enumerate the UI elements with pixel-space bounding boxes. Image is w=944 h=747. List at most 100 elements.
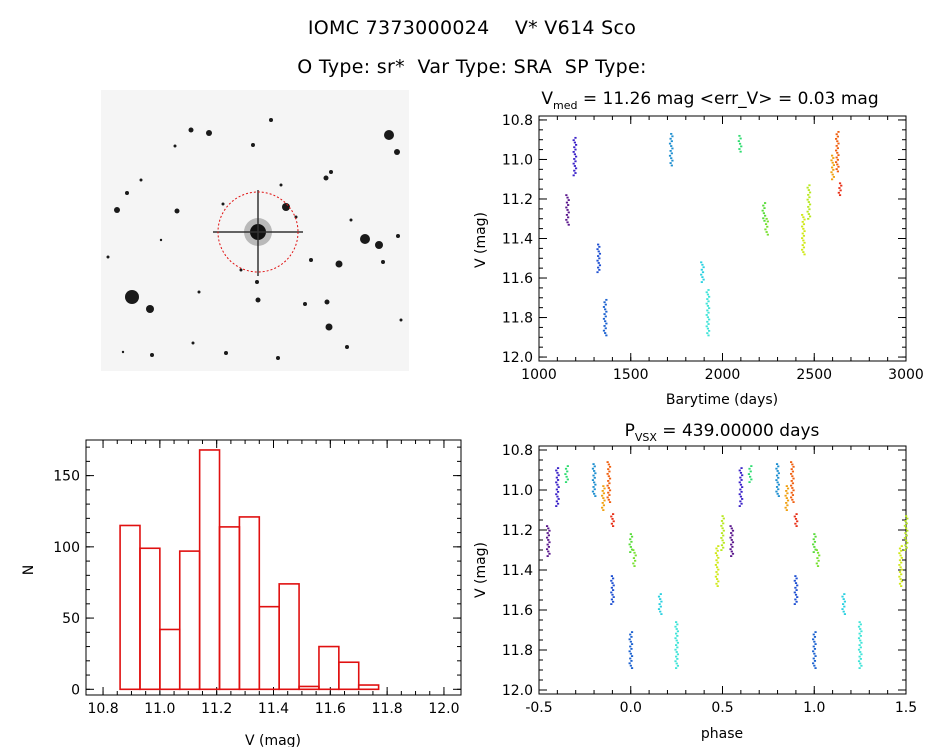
light-curve-point <box>567 204 570 206</box>
phase-curve-point <box>795 577 798 580</box>
phase-curve-point <box>547 550 550 553</box>
phase-curve-point <box>859 658 862 660</box>
phase-curve-point <box>555 481 558 484</box>
histogram-bar <box>258 605 280 691</box>
light-curve-ylabel: V (mag) <box>473 212 489 268</box>
phase-curve-point <box>738 481 741 484</box>
phase-curve-point <box>557 498 560 500</box>
light-curve-point <box>574 155 578 158</box>
phase-curve-point <box>630 540 633 543</box>
light-curve-point <box>574 143 578 146</box>
sky-star-21 <box>255 280 259 284</box>
phase-curve-point <box>720 532 724 534</box>
light-curve-point <box>701 271 705 274</box>
histogram-frame <box>85 439 462 696</box>
light-curve-point <box>766 233 769 236</box>
phase-curve-point <box>602 485 605 487</box>
histogram-ytick-label: 100 <box>53 540 80 556</box>
phase-curve-point <box>716 561 719 564</box>
phase-curve-point <box>630 643 634 645</box>
phase-curve-point <box>741 474 744 477</box>
phase-curve-xtick-label: 0.0 <box>620 700 642 716</box>
phase-curve-point <box>786 492 789 495</box>
phase-curve-point <box>906 529 909 532</box>
phase-curve-point <box>548 529 551 532</box>
light-curve-point <box>740 145 743 148</box>
phase-curve-point <box>792 465 795 468</box>
phase-curve-point <box>545 536 549 539</box>
phase-curve-xlabel: phase <box>701 726 743 742</box>
phase-curve-point <box>785 497 788 499</box>
phase-curve-point <box>796 520 799 523</box>
phase-curve-ytick-label: 10.8 <box>502 443 533 459</box>
phase-curve-point <box>556 471 559 474</box>
phase-curve-point <box>813 652 816 655</box>
phase-curve-point <box>715 559 718 562</box>
histogram-ytick-label: 50 <box>62 611 80 627</box>
light-curve-point <box>605 334 608 337</box>
light-curve-point <box>801 237 804 240</box>
phase-curve-point <box>675 644 678 646</box>
phase-curve-point <box>731 529 735 532</box>
phase-curve-point <box>628 650 631 653</box>
phase-curve-point <box>738 505 741 507</box>
light-curve-ytick-label: 11.4 <box>502 232 533 248</box>
phase-curve-title: PVSX = 439.00000 days <box>625 421 820 444</box>
phase-curve-point <box>859 635 862 637</box>
phase-curve-point <box>904 520 907 522</box>
phase-curve-point <box>547 534 550 537</box>
light-curve-point <box>836 158 839 161</box>
phase-curve-point <box>601 502 604 504</box>
light-curve-point <box>739 137 742 140</box>
light-curve-point <box>597 262 600 264</box>
light-curve-point <box>808 196 811 199</box>
phase-curve-point <box>592 463 595 465</box>
light-curve-point <box>801 244 804 247</box>
phase-curve-point <box>632 557 636 559</box>
sky-star-22 <box>324 299 330 305</box>
phase-curve-point <box>904 544 907 547</box>
phase-curve-point <box>593 476 596 479</box>
phase-curve-point <box>813 660 817 662</box>
phase-curve-point <box>608 494 611 496</box>
sky-star-11 <box>174 208 180 214</box>
phase-curve-point <box>608 489 612 492</box>
sky-star-29 <box>224 351 228 355</box>
light-curve-point <box>802 251 805 253</box>
phase-curve-point <box>794 586 797 589</box>
light-curve-ticks: 1000 1500 2000 2500 3000 10.8 11.0 11.2 11.4 11.6… <box>502 113 924 383</box>
phase-curve-point <box>785 502 788 504</box>
phase-curve-point <box>749 475 752 478</box>
histogram-ytick-label: 150 <box>53 469 80 485</box>
light-curve-panel: Vmed = 11.26 mag <err_V> = 0.03 mag 1000… <box>473 89 924 408</box>
light-curve-point <box>832 176 835 178</box>
light-curve-point <box>596 259 599 262</box>
phase-curve-point <box>608 470 611 473</box>
light-curve-ytick-label: 11.8 <box>502 311 533 327</box>
phase-curve-point <box>816 557 819 559</box>
phase-curve-point <box>775 474 779 477</box>
sky-star-12 <box>221 202 225 206</box>
phase-curve-points <box>545 461 909 669</box>
light-curve-point <box>705 291 708 294</box>
light-curve-point <box>574 172 577 174</box>
phase-curve-point <box>905 522 908 525</box>
phase-curve-point <box>739 500 742 503</box>
phase-curve-point <box>607 498 610 501</box>
light-curve-point <box>836 151 839 154</box>
sky-star-34 <box>106 255 110 259</box>
phase-curve-point <box>675 667 678 669</box>
light-curve-point <box>597 243 600 246</box>
light-curve-point <box>837 191 840 194</box>
phase-curve-point <box>739 476 742 479</box>
phase-curve-point <box>814 535 817 538</box>
phase-curve-point <box>860 653 863 656</box>
phase-curve-point <box>899 554 902 557</box>
light-curve-point <box>807 217 810 220</box>
phase-curve-point <box>859 646 862 649</box>
phase-curve-ticks: -0.5 0.0 0.5 1.0 1.5 10.8 11.0 11.2 11.4 11.6 11.8… <box>502 443 917 716</box>
phase-curve-point <box>592 474 595 477</box>
phase-curve-point <box>629 538 632 541</box>
histogram-xtick-label: 11.4 <box>258 701 289 717</box>
histogram-ticks: 10.8 11.0 11.2 11.4 11.6 11.8 12.0 0 50 100 150 <box>53 440 461 717</box>
